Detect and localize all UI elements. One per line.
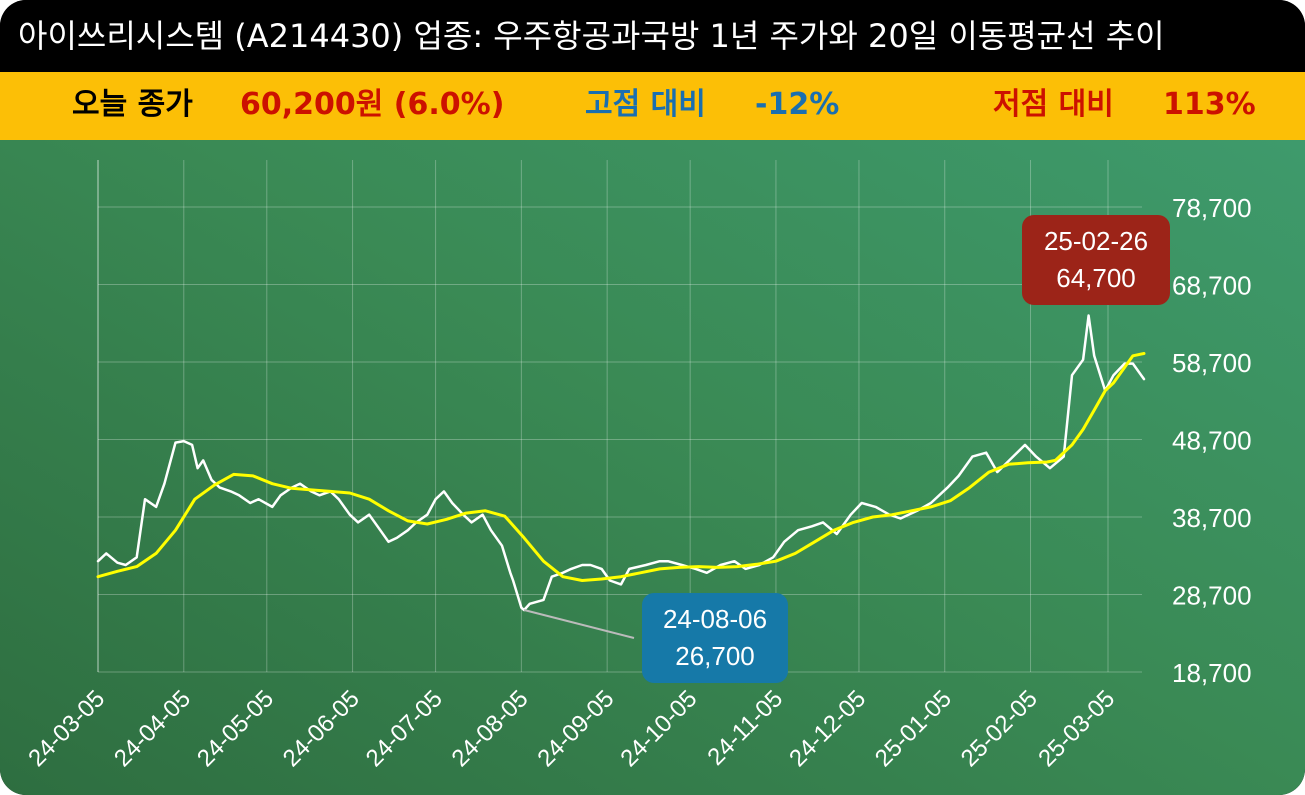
x-tick-label: 24-06-05 xyxy=(278,685,365,772)
low-compare-label: 저점 대비 xyxy=(993,87,1114,122)
y-tick-label: 38,700 xyxy=(1172,503,1252,533)
x-tick-label: 24-08-05 xyxy=(447,685,534,772)
y-tick-label: 48,700 xyxy=(1172,426,1252,456)
high-compare-value: -12% xyxy=(755,87,840,122)
low-annotation-value: 26,700 xyxy=(675,641,755,671)
moving-average-line xyxy=(96,352,1146,582)
high-annotation-value: 64,700 xyxy=(1056,263,1136,293)
low-annotation-date: 24-08-06 xyxy=(663,604,767,634)
high-annotation-date: 25-02-26 xyxy=(1044,226,1148,256)
title-bar: 아이쓰리시스템 (A214430) 업종: 우주항공과국방 1년 주가와 20일… xyxy=(0,0,1305,72)
y-tick-label: 68,700 xyxy=(1172,271,1252,301)
x-tick-label: 24-09-05 xyxy=(532,685,619,772)
x-tick-label: 24-10-05 xyxy=(615,685,702,772)
y-tick-label: 28,700 xyxy=(1172,581,1252,611)
x-tick-label: 25-03-05 xyxy=(1033,685,1120,772)
close-label: 오늘 종가 xyxy=(72,87,193,122)
x-tick-label: 25-02-05 xyxy=(956,685,1043,772)
x-tick-label: 25-01-05 xyxy=(870,685,957,772)
x-tick-label: 24-12-05 xyxy=(784,685,871,772)
x-tick-label: 24-07-05 xyxy=(361,685,448,772)
high-annotation-box xyxy=(1022,215,1170,305)
x-tick-label: 24-11-05 xyxy=(702,685,788,771)
low-annotation-leader xyxy=(523,609,635,639)
low-compare-value: 113% xyxy=(1163,87,1256,122)
chart-title: 아이쓰리시스템 (A214430) 업종: 우주항공과국방 1년 주가와 20일… xyxy=(18,17,1165,55)
y-tick-label: 78,700 xyxy=(1172,193,1252,223)
y-tick-label: 58,700 xyxy=(1172,348,1252,378)
x-tick-label: 24-03-05 xyxy=(23,685,110,772)
x-tick-label: 24-04-05 xyxy=(109,685,196,772)
info-bar: 오늘 종가 60,200원 (6.0%) 고점 대비 -12% 저점 대비 11… xyxy=(0,72,1305,140)
x-tick-label: 24-05-05 xyxy=(192,685,279,772)
low-annotation-box xyxy=(642,593,788,683)
price-line xyxy=(96,314,1146,612)
close-value: 60,200원 (6.0%) xyxy=(240,87,505,122)
high-compare-label: 고점 대비 xyxy=(585,87,706,122)
y-tick-label: 18,700 xyxy=(1172,658,1252,688)
